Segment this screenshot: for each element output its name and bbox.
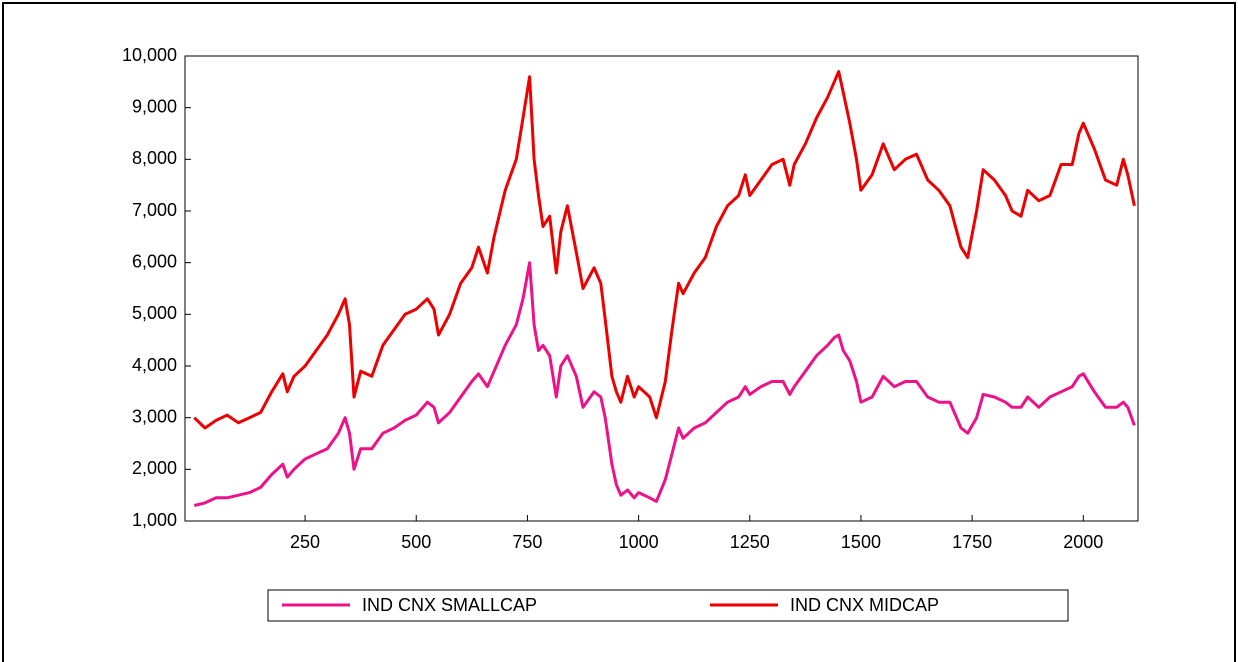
y-tick-label: 7,000 xyxy=(132,200,177,220)
y-tick-label: 8,000 xyxy=(132,148,177,168)
y-tick-label: 2,000 xyxy=(132,458,177,478)
x-tick-label: 500 xyxy=(401,532,431,552)
series-line xyxy=(193,70,1136,430)
x-tick-label: 750 xyxy=(512,532,542,552)
x-tick-label: 250 xyxy=(290,532,320,552)
x-tick-label: 1000 xyxy=(619,532,659,552)
plot-area xyxy=(184,55,1139,522)
x-tick-label: 1500 xyxy=(841,532,881,552)
y-tick-label: 10,000 xyxy=(122,45,177,65)
series-line xyxy=(193,261,1136,507)
x-tick-label: 1750 xyxy=(952,532,992,552)
x-tick-label: 2000 xyxy=(1063,532,1103,552)
y-tick-label: 3,000 xyxy=(132,406,177,426)
x-tick-label: 1250 xyxy=(730,532,770,552)
legend-label: IND CNX SMALLCAP xyxy=(362,595,537,615)
y-tick-label: 6,000 xyxy=(132,251,177,271)
y-tick-label: 4,000 xyxy=(132,355,177,375)
legend-box xyxy=(267,589,1069,622)
y-tick-label: 5,000 xyxy=(132,303,177,323)
legend-label: IND CNX MIDCAP xyxy=(790,595,939,615)
y-tick-label: 1,000 xyxy=(132,510,177,530)
y-tick-label: 9,000 xyxy=(132,96,177,116)
